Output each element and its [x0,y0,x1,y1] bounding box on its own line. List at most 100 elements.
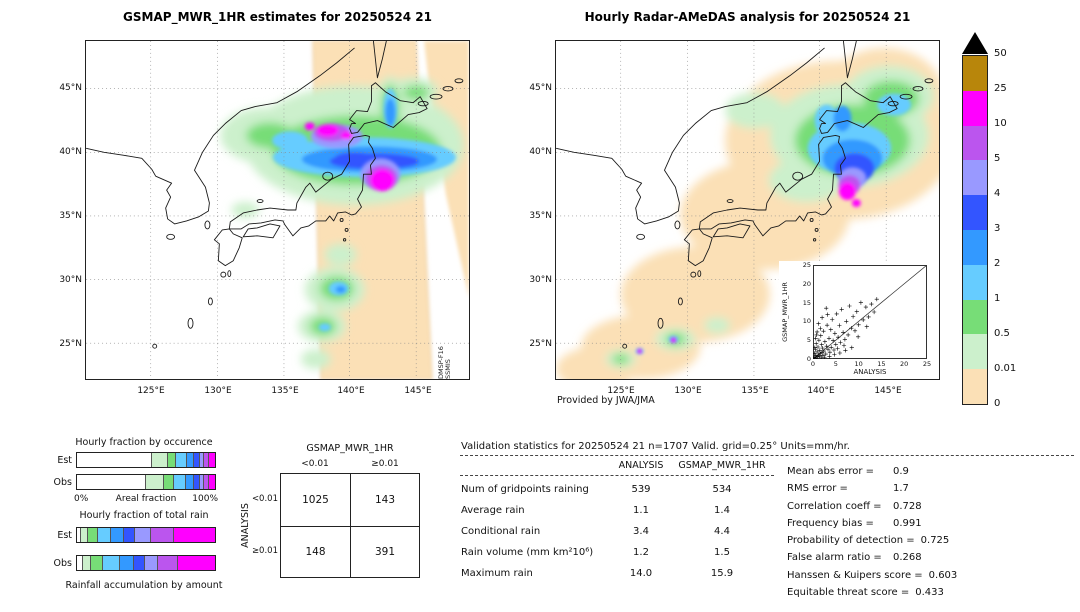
stat-value: 0.433 [915,587,944,599]
stat-label: False alarm ratio = [787,552,882,564]
gsmap-value: 15.9 [710,568,734,579]
colorbar-segment [963,125,987,161]
total-obs-bar [76,555,216,571]
colorbar-tick-label: 0.5 [994,328,1010,339]
inset-xlabel: ANALYSIS [853,368,887,376]
bar-segment [203,475,210,489]
lon-tick-label: 130°E [674,386,702,396]
bar-segment [194,475,200,489]
inset-ytick-label: 15 [802,298,811,307]
stat-line: Probability of detection = 0.725 [787,528,1077,546]
bar-segment [177,556,215,570]
inset-xtick-label: 10 [854,360,863,368]
inset-xtick-label: 20 [900,360,909,368]
stat-line: False alarm ratio = 0.268 [787,545,1077,564]
colorbar-segment [963,264,987,300]
bar-segment [187,453,195,467]
bar-segment [176,453,188,467]
left-map: DMSP-F16 SSMIS 45°N 40°N 35°N 30°N 25°N 125°E… [59,40,470,396]
right-map: GSMAP_MWR_1HR ANALYSIS 25 20 15 10 5 0 0 5 10 15 2… [529,40,940,396]
gsmap-col-header: GSMAP_MWR_1HR [678,460,766,471]
contingency-table: 1025 143 148 391 [280,473,420,578]
analysis-moderate-rain [635,93,912,355]
bar-segment [90,556,104,570]
colorbar-tick-label: 0.01 [994,363,1017,374]
inset-xtick-label: 0 [810,360,816,368]
colorbar-segment [963,195,987,230]
bar-segment [119,556,134,570]
inset-xtick-label: 25 [922,360,932,368]
scatter-points [813,297,879,359]
analysis-value: 14.0 [629,568,653,579]
bar-segment [186,475,195,489]
colorbar-tick-label: 25 [994,83,1007,94]
left-map-grid [86,41,469,379]
lon-tick-label: 125°E [137,386,165,396]
lat-tick-label: 25°N [59,339,82,349]
colorbar-segment [963,369,987,404]
bar-segment [123,528,135,542]
contingency-cell: 148 [281,525,350,578]
inset-plot [813,265,927,359]
bar-segment [103,556,120,570]
analysis-value: 3.4 [633,526,649,537]
inset-ylabel: GSMAP_MWR_1HR [781,282,789,342]
inset-ytick-label: 0 [806,355,811,363]
stat-line: Correlation coeff = 0.728 [787,494,1077,512]
colorbar [962,55,988,405]
validation-row-label: Maximum rain [461,568,533,579]
bar-segment [168,453,177,467]
contingency-row-label: ≥0.01 [251,546,278,556]
contingency-col-label: <0.01 [301,459,329,469]
stat-label: Correlation coeff = [787,500,882,512]
colorbar-tick-label: 50 [994,48,1007,59]
validation-row-label: Rain volume (mm km²10⁶) [461,547,594,558]
validation-row: Average rain 1.1 1.4 [461,502,781,523]
bar-segment [77,556,83,570]
axis-zero-label: 0% [74,494,89,504]
validation-title: Validation statistics for 20250524 21 n=… [461,441,850,452]
bar-segment [111,528,124,542]
inset-xtick-label: 15 [877,360,886,368]
stat-label: Hanssen & Kuipers score = [787,569,923,581]
bar-segment [199,453,204,467]
lon-tick-label: 140°E [337,386,365,396]
validation-row: Num of gridpoints raining 539 534 [461,481,781,502]
lat-tick-label: 25°N [529,339,552,349]
lat-tick-label: 30°N [59,275,82,285]
obs-label: Obs [53,477,72,488]
colorbar-overflow-triangle [962,32,988,54]
left-map-title: GSMAP_MWR_1HR estimates for 20250524 21 [123,10,432,24]
obs-label: Obs [53,558,72,569]
contingency-col-label: ≥0.01 [371,459,399,469]
bar-segment [134,528,152,542]
stat-value: 0.9 [893,466,909,477]
analysis-heavy-rain [637,167,867,354]
instrument-name: SSMIS [444,359,452,379]
validation-table: Num of gridpoints raining 539 534 Average r… [461,481,781,586]
validation-row-label: Conditional rain [461,526,541,537]
stat-line: Hanssen & Kuipers score = 0.603 [787,563,1077,581]
bar-segment [209,453,215,467]
validation-row: Rain volume (mm km²10⁶) 1.2 1.5 [461,544,781,565]
one-to-one-line [813,265,927,359]
inset-xtick-label: 5 [833,360,838,368]
bar-segment [194,453,200,467]
bar-segment [133,556,145,570]
axis-hundred-label: 100% [192,494,218,504]
axis-title: Areal fraction [115,494,177,504]
lon-tick-label: 135°E [271,386,299,396]
contingency-cell: 391 [350,525,419,577]
right-map-title: Hourly Radar-AMeDAS analysis for 2025052… [584,10,911,24]
lat-tick-label: 45°N [529,83,552,93]
accumulation-caption: Rainfall accumulation by amount [65,580,223,591]
gsmap-value: 4.4 [714,526,730,537]
stat-label: Mean abs error = [787,466,875,477]
bar-segment [203,453,210,467]
stat-value: 0.603 [928,569,958,581]
bar-segment [77,475,146,489]
analysis-value: 539 [631,484,651,495]
analysis-value: 1.1 [633,505,649,516]
colorbar-tick-label: 4 [994,188,1001,199]
dashed-divider [460,455,1074,456]
